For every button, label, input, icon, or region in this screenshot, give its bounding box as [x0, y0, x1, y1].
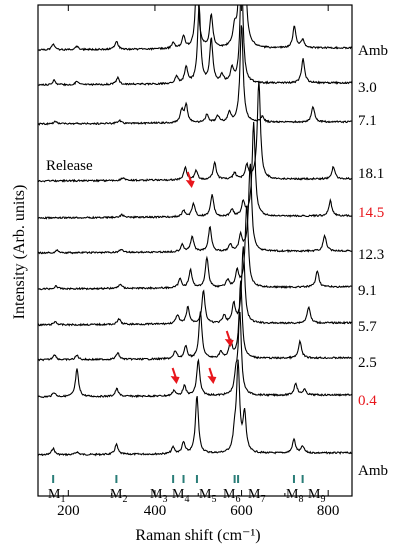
series-label: 0.4 [358, 393, 377, 409]
series-label: 18.1 [358, 166, 384, 182]
x-axis-label: Raman shift (cm⁻¹) [135, 527, 260, 544]
spectrum-line [38, 80, 352, 183]
spectrum-line [38, 246, 352, 327]
series-label: 9.1 [358, 283, 377, 299]
spectrum-line [38, 205, 352, 291]
mode-markers: M1 M2 M3 M4 M5 M6 M7 M8 M9 [48, 475, 325, 505]
arrow-head [185, 180, 195, 188]
series-labels: Amb 0.4 2.5 5.7 9.1 12.3 14.5 18.1 7.1 3.0 Amb [358, 43, 388, 479]
series-label: Amb [358, 43, 388, 59]
series-label: Amb [358, 463, 388, 479]
x-tick-label: 800 [317, 503, 340, 519]
spectrum-line [38, 280, 352, 362]
spectrum-line [38, 359, 352, 457]
arrow-head [207, 376, 217, 384]
annotation-arrows [170, 171, 234, 384]
arrow-head [224, 339, 234, 347]
spectrum-line [38, 25, 352, 126]
spectrum-line [38, 5, 352, 52]
series-label: 5.7 [358, 319, 377, 335]
spectrum-line [38, 5, 352, 87]
series-label: 3.0 [358, 80, 377, 96]
x-tick-label: 200 [57, 503, 80, 519]
spectrum-line [38, 163, 352, 255]
series-label: 12.3 [358, 247, 384, 263]
plot-frame [37, 4, 353, 497]
x-axis-ticks: 200 400 600 800 [57, 5, 339, 519]
x-tick-label: 400 [144, 503, 167, 519]
arrow-head [170, 376, 180, 384]
series-label: 7.1 [358, 113, 377, 129]
series-label: 14.5 [358, 205, 384, 221]
spectra-traces [38, 5, 352, 457]
release-annotation: Release [46, 158, 93, 174]
spectrum-line [38, 311, 352, 399]
spectrum-line [38, 121, 352, 220]
series-label: 2.5 [358, 355, 377, 371]
x-tick-label: 600 [230, 503, 253, 519]
y-axis-label: Intensity (Arb. units) [11, 185, 28, 320]
